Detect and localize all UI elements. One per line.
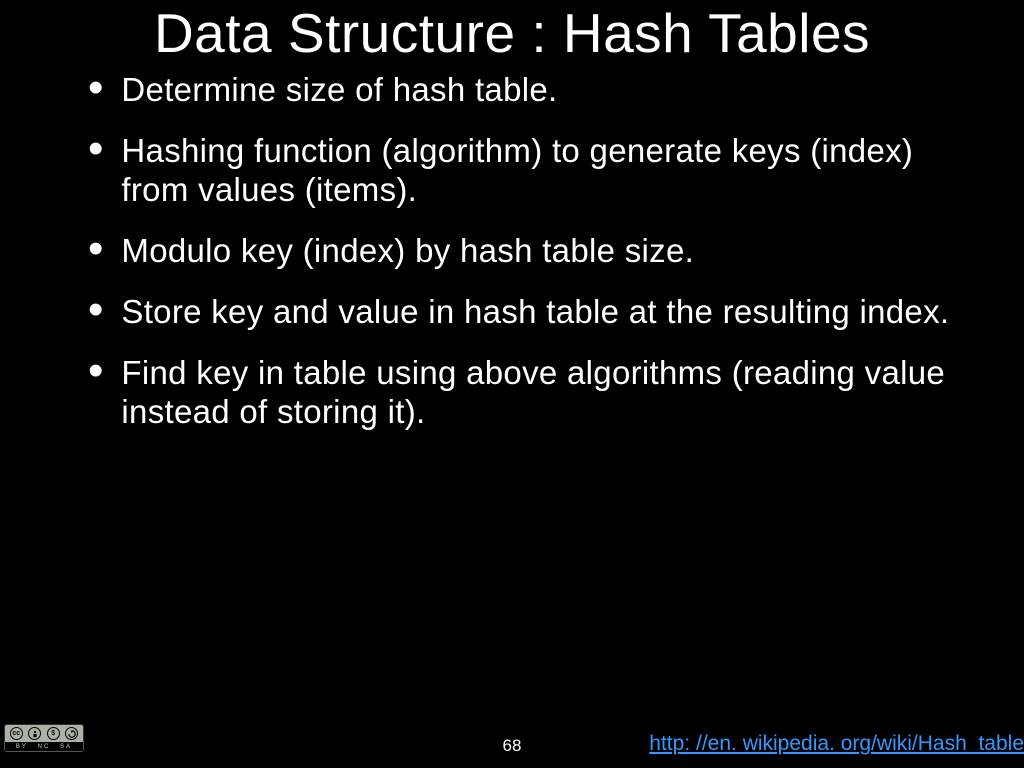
bullet-icon: • (88, 230, 103, 267)
cc-icons-row: cc $ (4, 724, 84, 742)
by-icon (28, 727, 41, 740)
cc-nc-label: NC (38, 744, 51, 750)
list-item: • Determine size of hash table. (88, 67, 984, 110)
bullet-text: Find key in table using above algorithms… (121, 350, 984, 432)
bullet-icon: • (88, 69, 103, 106)
cc-license-badge: cc $ BY NC SA (4, 724, 84, 752)
list-item: • Modulo key (index) by hash table size. (88, 228, 984, 271)
cc-sa-label: SA (60, 744, 72, 750)
bullet-text: Modulo key (index) by hash table size. (121, 228, 694, 271)
nc-icon: $ (47, 727, 60, 740)
reference-link[interactable]: http: //en. wikipedia. org/wiki/Hash_tab… (649, 732, 1024, 756)
bullet-text: Determine size of hash table. (121, 67, 557, 110)
cc-icon: cc (10, 727, 23, 740)
list-item: • Find key in table using above algorith… (88, 350, 984, 432)
bullet-text: Hashing function (algorithm) to generate… (121, 128, 984, 210)
sa-icon (65, 727, 78, 740)
list-item: • Hashing function (algorithm) to genera… (88, 128, 984, 210)
page-number: 68 (503, 736, 522, 756)
cc-labels-row: BY NC SA (4, 742, 84, 752)
bullet-list: • Determine size of hash table. • Hashin… (0, 65, 1024, 432)
bullet-icon: • (88, 352, 103, 389)
bullet-text: Store key and value in hash table at the… (121, 289, 949, 332)
bullet-icon: • (88, 130, 103, 167)
page-title: Data Structure : Hash Tables (0, 0, 1024, 65)
list-item: • Store key and value in hash table at t… (88, 289, 984, 332)
cc-by-label: BY (16, 744, 28, 750)
bullet-icon: • (88, 291, 103, 328)
